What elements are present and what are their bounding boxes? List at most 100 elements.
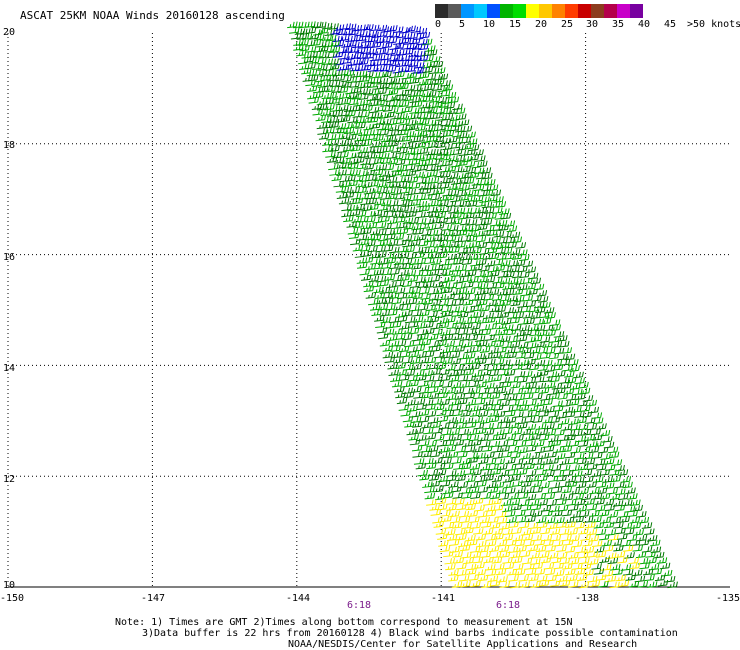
wind-barb xyxy=(612,500,624,507)
wind-barb xyxy=(408,434,419,441)
wind-barb xyxy=(318,45,329,52)
wind-barb xyxy=(552,364,564,371)
wind-barb xyxy=(477,486,489,493)
wind-barb xyxy=(413,392,424,399)
wind-barb xyxy=(562,562,573,570)
wind-barb xyxy=(586,481,597,489)
wind-barb xyxy=(530,277,542,285)
wind-barb xyxy=(525,358,537,365)
wind-barb xyxy=(308,96,320,104)
wind-barb xyxy=(397,221,408,229)
wind-barb xyxy=(465,264,476,272)
wind-barb xyxy=(352,41,363,49)
wind-barb xyxy=(377,204,388,212)
wind-barb xyxy=(467,452,479,460)
wind-barb xyxy=(477,298,488,306)
wind-barb xyxy=(604,458,615,465)
wind-barb xyxy=(482,189,494,197)
wind-barb xyxy=(599,509,610,517)
wind-barb xyxy=(488,516,499,524)
wind-barb xyxy=(554,516,565,524)
wind-barb xyxy=(389,292,400,300)
wind-barb xyxy=(437,216,449,224)
wind-barb xyxy=(538,410,550,417)
wind-barb xyxy=(400,304,412,311)
wind-barb xyxy=(333,157,345,164)
wind-barb xyxy=(433,281,444,288)
wind-barb xyxy=(378,332,389,340)
wind-barb xyxy=(312,63,323,71)
wind-barb xyxy=(379,215,390,223)
wind-barb xyxy=(493,196,504,203)
wind-barb xyxy=(358,58,369,66)
wind-barb xyxy=(351,52,362,60)
wind-barb xyxy=(387,239,399,247)
wind-barb xyxy=(560,464,571,472)
wind-barb xyxy=(420,136,432,144)
wind-barb xyxy=(387,217,398,225)
wind-barb xyxy=(380,100,391,107)
wind-barb xyxy=(468,190,480,197)
wind-barb xyxy=(533,376,545,383)
wind-barb xyxy=(387,157,399,165)
wind-barb xyxy=(589,487,600,495)
wind-barb xyxy=(316,57,327,65)
wind-barb xyxy=(343,215,354,223)
wind-barb xyxy=(507,312,518,319)
wind-barb xyxy=(499,241,510,249)
wind-barb xyxy=(417,281,428,289)
wind-barb xyxy=(378,279,390,287)
wind-barb xyxy=(485,316,496,324)
wind-barb xyxy=(425,381,436,389)
wind-barb xyxy=(436,269,448,277)
wind-barb xyxy=(445,165,457,172)
wind-barb xyxy=(460,410,472,417)
wind-barb xyxy=(388,262,400,270)
wind-barb xyxy=(424,492,436,500)
wind-barb xyxy=(480,417,491,424)
wind-barb xyxy=(340,23,351,30)
wind-barb xyxy=(383,30,395,38)
wind-barb xyxy=(574,476,585,483)
wind-barb xyxy=(409,142,420,150)
wind-barb xyxy=(362,104,374,112)
wind-barb xyxy=(430,217,441,224)
wind-barb xyxy=(510,451,521,459)
wind-barb xyxy=(448,574,459,582)
wind-barb xyxy=(372,169,384,176)
wind-barb xyxy=(521,329,533,336)
legend-swatch-0 xyxy=(435,4,448,18)
wind-barb xyxy=(425,462,437,470)
wind-barb xyxy=(421,90,432,98)
wind-barb xyxy=(333,180,344,188)
wind-barb xyxy=(383,205,395,213)
wind-barb xyxy=(370,41,382,48)
wind-barb xyxy=(349,81,360,88)
wind-barb xyxy=(446,534,458,541)
wind-barb xyxy=(441,263,452,271)
wind-barb xyxy=(371,309,382,317)
wind-barb xyxy=(389,78,401,85)
wind-barb xyxy=(500,359,511,367)
wind-barb xyxy=(393,135,404,143)
wind-barb xyxy=(475,200,487,207)
wind-barb xyxy=(425,45,436,52)
wind-barb xyxy=(641,522,653,529)
wind-barb xyxy=(478,434,489,442)
wind-barb xyxy=(520,452,531,460)
wind-barb xyxy=(426,499,437,506)
wind-barb xyxy=(438,234,449,242)
wind-barb xyxy=(486,212,497,220)
wind-barb xyxy=(566,480,578,488)
wind-barb xyxy=(351,24,363,32)
wind-barb xyxy=(441,428,452,436)
wind-barb xyxy=(572,563,583,570)
wind-barb xyxy=(431,148,442,156)
wind-barb xyxy=(412,451,423,458)
wind-barb xyxy=(548,435,559,443)
wind-barb xyxy=(532,510,543,517)
wind-barb xyxy=(386,176,398,184)
wind-barb xyxy=(528,475,540,483)
wind-barb xyxy=(516,334,528,342)
wind-barb xyxy=(442,310,454,317)
